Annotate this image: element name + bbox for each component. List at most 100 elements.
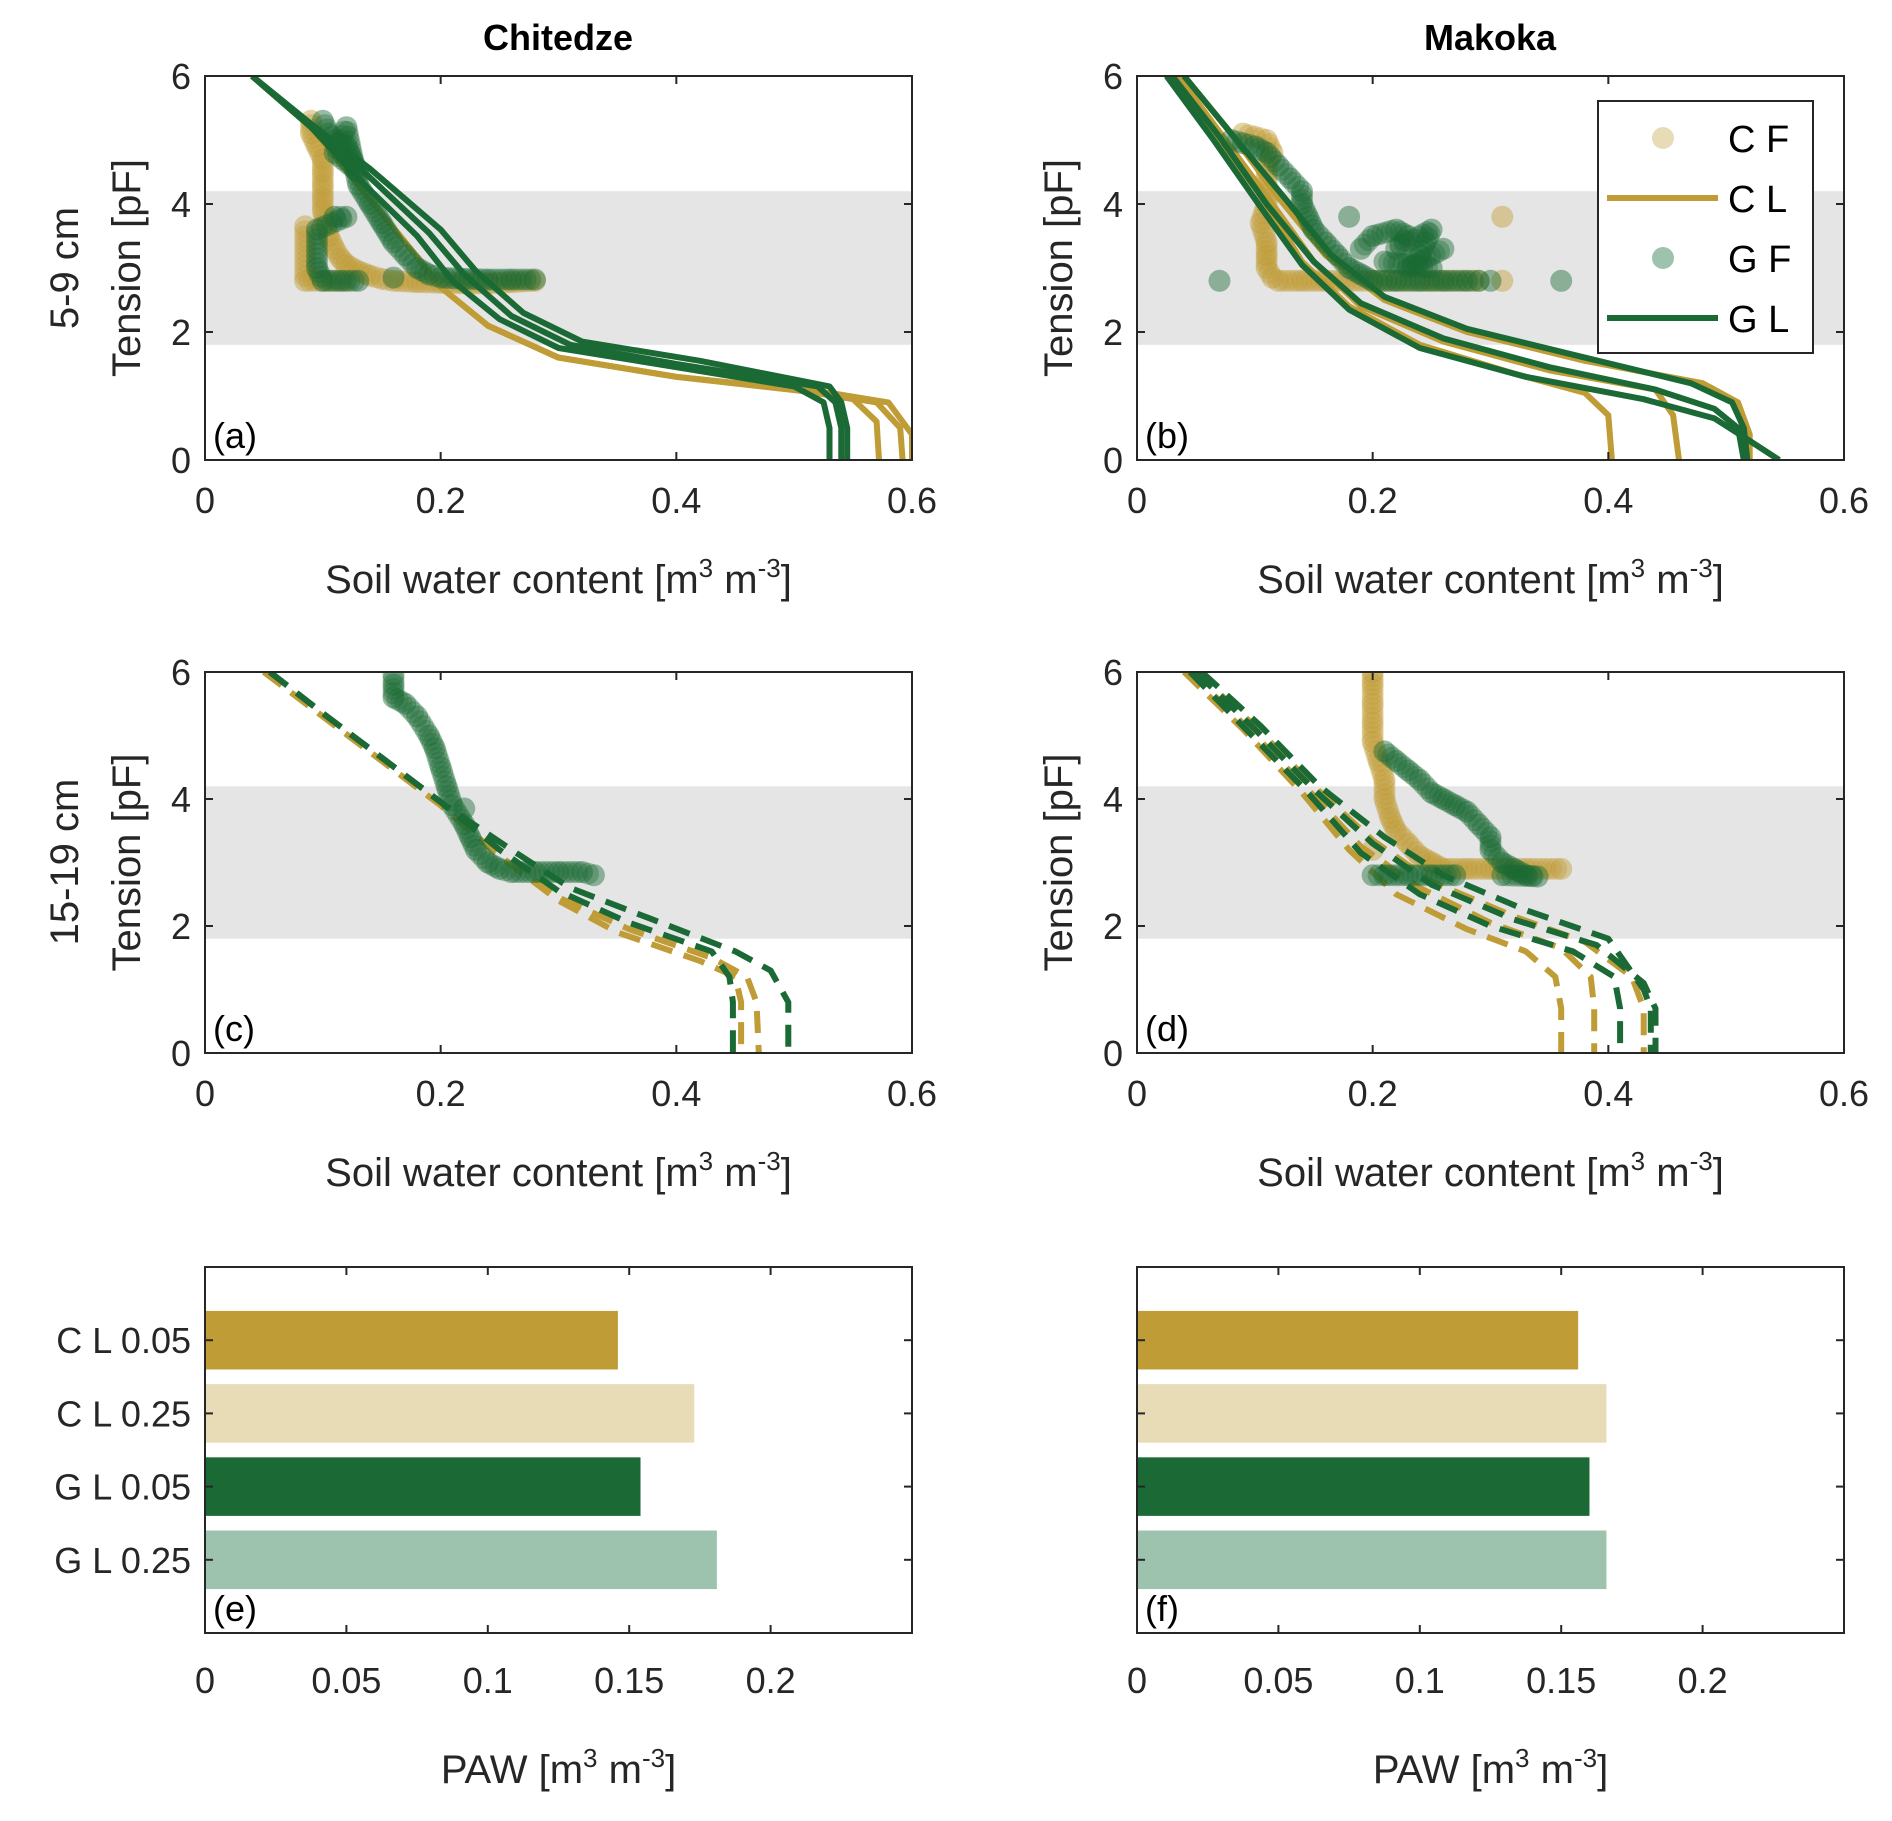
data-point <box>1290 269 1313 292</box>
data-point <box>1530 857 1552 880</box>
data-point <box>406 257 429 279</box>
data-point <box>1261 141 1284 164</box>
data-point <box>1361 711 1384 734</box>
data-point <box>1378 251 1401 274</box>
data-point <box>1479 838 1502 861</box>
data-point <box>423 737 446 760</box>
data-point <box>294 220 317 243</box>
data-point <box>1392 864 1415 887</box>
data-point <box>1415 269 1438 292</box>
data-point <box>472 847 495 870</box>
data-point <box>327 145 350 167</box>
data-point <box>542 861 565 884</box>
data-point <box>1479 269 1502 292</box>
data-point <box>344 159 367 182</box>
data-point <box>386 688 409 711</box>
data-point <box>1366 269 1389 292</box>
data-point <box>505 268 528 291</box>
bar-g-l-0-05 <box>205 1457 641 1516</box>
data-point <box>1419 245 1442 267</box>
data-point <box>380 227 403 250</box>
data-point <box>377 223 400 246</box>
data-point <box>476 268 499 291</box>
data-point <box>1386 269 1409 292</box>
data-point <box>1393 756 1416 779</box>
data-point <box>1404 248 1427 271</box>
x-tick-label: 0.2 <box>746 1660 796 1701</box>
data-point <box>1361 687 1384 710</box>
data-point <box>315 214 338 237</box>
data-point <box>505 861 528 884</box>
data-point <box>1349 237 1372 260</box>
data-point <box>1487 847 1510 870</box>
data-point <box>1338 205 1361 228</box>
data-point <box>330 207 353 230</box>
data-point <box>476 851 499 874</box>
x-tick-label: 0.6 <box>1819 480 1869 521</box>
data-point <box>1375 221 1398 244</box>
data-point <box>443 267 466 290</box>
data-point <box>1423 242 1446 265</box>
data-point <box>1300 214 1323 237</box>
x-tick-label: 0.6 <box>887 1073 937 1114</box>
data-point <box>1479 830 1502 853</box>
y-axis-label: Tension [pF] <box>105 754 149 972</box>
data-point <box>1255 239 1278 262</box>
data-point <box>382 686 405 709</box>
data-point <box>1255 244 1278 267</box>
data-point <box>1491 205 1514 228</box>
data-point <box>1418 222 1441 245</box>
data-point <box>1385 819 1408 842</box>
legend: C F C L G F G L <box>1597 100 1814 354</box>
panel-label: (e) <box>213 1588 257 1629</box>
data-point <box>1420 257 1443 279</box>
data-point <box>488 857 511 880</box>
data-point <box>1413 269 1436 292</box>
data-point <box>1416 221 1439 243</box>
data-point <box>1380 219 1403 242</box>
data-point <box>1366 745 1389 768</box>
x-axis-label-xlabel-end: ] <box>665 1748 676 1792</box>
series-gl-curve <box>1181 76 1751 460</box>
data-point <box>1484 857 1507 880</box>
data-point <box>294 250 317 273</box>
data-point <box>335 151 358 174</box>
data-point <box>343 154 366 177</box>
series-gl-curve <box>1199 672 1654 1053</box>
data-point <box>305 242 328 265</box>
data-point <box>1540 857 1563 880</box>
data-point <box>343 152 366 175</box>
data-point <box>1283 171 1306 194</box>
series-gf-points <box>1361 740 1549 888</box>
data-point <box>329 247 352 270</box>
data-point <box>1302 218 1325 241</box>
data-point <box>1463 809 1486 832</box>
data-point <box>1401 864 1424 887</box>
data-point <box>320 125 343 148</box>
x-axis-label: Soil water content [m3 m-3] <box>1257 553 1724 602</box>
series-cf-points <box>1361 672 1573 880</box>
axes-frame <box>1136 1266 1845 1634</box>
data-point <box>472 268 495 291</box>
data-point <box>523 861 546 884</box>
data-point <box>1371 269 1394 292</box>
data-point <box>439 267 462 290</box>
legend-marker-cf <box>1652 127 1674 149</box>
x-tick-label: 0.6 <box>1819 1073 1869 1114</box>
data-point <box>523 269 546 292</box>
data-point <box>467 268 490 291</box>
data-point <box>1373 250 1396 273</box>
data-point <box>1411 255 1434 278</box>
data-point <box>505 270 528 293</box>
data-point <box>1385 749 1408 772</box>
data-point <box>1373 778 1396 801</box>
data-point <box>305 223 328 246</box>
data-point <box>394 244 417 267</box>
x-axis-label-xlabel-sup1: 3 <box>583 1743 597 1773</box>
data-point <box>547 861 570 884</box>
data-point <box>465 838 488 861</box>
data-point <box>349 177 372 200</box>
data-point <box>1389 220 1412 243</box>
data-point <box>429 266 452 289</box>
x-axis-label-xlabel-mid: m <box>713 1151 757 1195</box>
